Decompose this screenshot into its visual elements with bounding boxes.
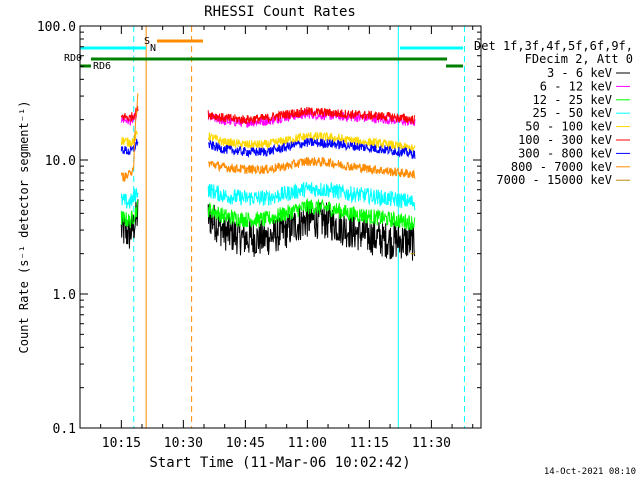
footer-timestamp: 14-Oct-2021 08:10 — [544, 467, 636, 477]
series-line-25-50-kev-seg-2 — [207, 181, 416, 211]
rd0-label: RD0 — [64, 53, 82, 64]
x-tick-label-11-30: 11:30 — [412, 436, 451, 451]
series-line-3-6-kev-seg-1 — [120, 199, 139, 249]
x-tick-label-10-30: 10:30 — [164, 436, 203, 451]
series-line-100-300-kev-seg-1 — [120, 105, 139, 122]
x-tick-label-10-45: 10:45 — [226, 436, 265, 451]
legend-label-7000-15000-kev: 7000 - 15000 keV — [496, 173, 612, 187]
rd6-label: RD6 — [93, 61, 111, 72]
x-tick-label-10-15: 10:15 — [102, 436, 141, 451]
x-tick-label-11-15: 11:15 — [350, 436, 389, 451]
x-axis-label: Start Time (11-Mar-06 10:02:42) — [149, 455, 410, 471]
legend-label-12-25-kev: 12 - 25 keV — [533, 93, 612, 107]
legend-label-50-100-kev: 50 - 100 keV — [525, 120, 612, 134]
series-line-800-7000-kev-seg-1 — [120, 93, 139, 182]
series-line-800-7000-kev-seg-2 — [208, 156, 416, 179]
series-line-100-300-kev-seg-2 — [207, 106, 416, 126]
legend-label-3-6-kev: 3 - 6 keV — [547, 66, 612, 80]
legend-label-300-800-kev: 300 - 800 keV — [518, 146, 612, 160]
n-flag-label: N — [150, 43, 156, 54]
plot-frame — [79, 25, 482, 429]
legend-header-line-1: Det 1f,3f,4f,5f,6f,9f, — [474, 39, 633, 53]
y-tick-label-1-0: 1.0 — [53, 288, 76, 303]
legend-header-line-2: FDecim 2, Att 0 — [525, 52, 633, 66]
y-tick-label-100-0: 100.0 — [37, 20, 76, 35]
legend-label-25-50-kev: 25 - 50 keV — [533, 106, 612, 120]
legend-label-800-7000-kev: 800 - 7000 keV — [511, 160, 612, 174]
series-line-300-800-kev-seg-1 — [120, 138, 139, 156]
legend-label-100-300-kev: 100 - 300 keV — [518, 133, 612, 147]
plot-lines-layer — [120, 93, 416, 261]
y-axis-label: Count Rate (s⁻¹ detector segment⁻¹) — [17, 101, 31, 354]
s-flag-label: S — [144, 36, 150, 47]
series-line-12-25-kev-seg-2 — [207, 198, 416, 231]
legend-label-6-12-kev: 6 - 12 keV — [540, 79, 612, 93]
series-line-3-6-kev-seg-2 — [207, 200, 416, 261]
series-line-50-100-kev-seg-2 — [207, 131, 416, 153]
chart-title: RHESSI Count Rates — [204, 4, 356, 20]
x-tick-label-11-00: 11:00 — [288, 436, 327, 451]
series-line-300-800-kev-seg-2 — [208, 137, 416, 159]
series-line-25-50-kev-seg-1 — [120, 188, 139, 209]
axes-layer: 10:15 10:30 10:45 11:00 11:15 11:30 0.1 1.0 10.0… — [37, 20, 481, 451]
series-line-12-25-kev-seg-1 — [120, 200, 139, 228]
y-tick-label-0-1: 0.1 — [53, 422, 76, 437]
y-tick-label-10-0: 10.0 — [45, 154, 76, 169]
